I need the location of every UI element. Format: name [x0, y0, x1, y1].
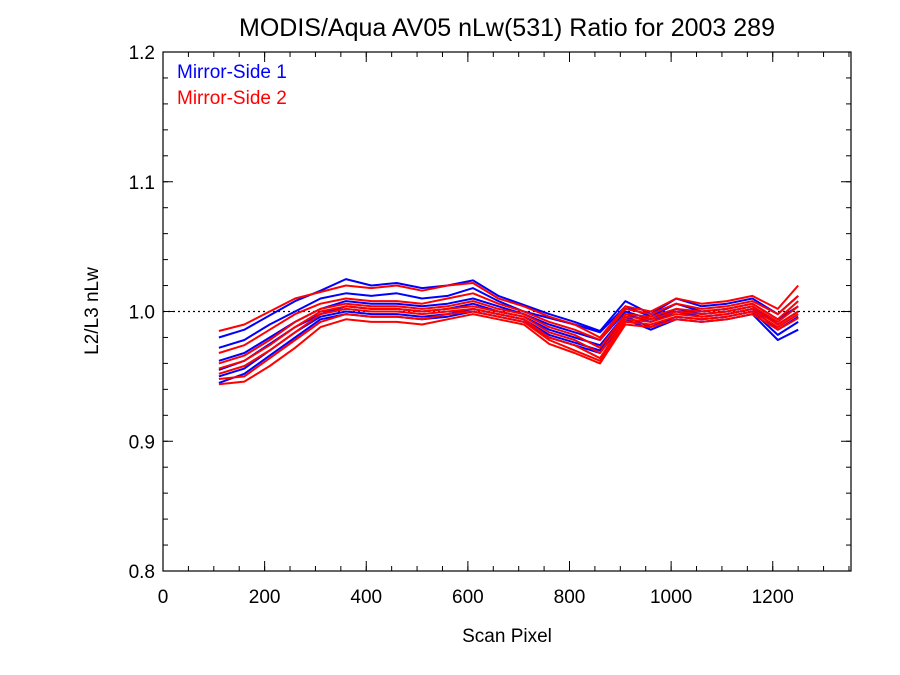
x-axis-label: Scan Pixel — [462, 626, 552, 647]
tick-labels: 0 200 400 600 800 1000 1200 0.8 0.9 1.0 1.1 1.2 — [129, 43, 794, 608]
x-tick-label: 1200 — [752, 587, 794, 608]
series-line-10 — [218, 305, 799, 370]
y-axis-label: L2/L3 nLw — [82, 267, 103, 355]
y-tick-label: 1.2 — [129, 43, 155, 64]
x-tick-label: 600 — [452, 587, 484, 608]
y-tick-label: 1.0 — [129, 303, 155, 324]
series-lines — [218, 278, 799, 386]
chart-title: MODIS/Aqua AV05 nLw(531) Ratio for 2003 … — [239, 14, 775, 42]
series-line-13 — [218, 313, 799, 386]
series-line-11 — [218, 307, 799, 375]
series-line-9 — [218, 300, 799, 365]
legend-entry-2: Mirror-Side 2 — [177, 88, 287, 109]
x-tick-label: 0 — [158, 587, 169, 608]
x-tick-label: 400 — [350, 587, 382, 608]
x-tick-label: 200 — [249, 587, 281, 608]
legend: Mirror-Side 1 Mirror-Side 2 — [177, 62, 287, 109]
x-tick-label: 800 — [554, 587, 586, 608]
series-line-7 — [218, 282, 799, 339]
x-tick-label: 1000 — [650, 587, 692, 608]
y-tick-label: 1.1 — [129, 173, 155, 194]
legend-entry-1: Mirror-Side 1 — [177, 62, 287, 83]
series-line-12 — [218, 310, 799, 380]
y-tick-label: 0.9 — [129, 432, 155, 453]
y-tick-label: 0.8 — [129, 562, 155, 583]
axis-ticks — [162, 51, 851, 572]
series-line-8 — [218, 292, 799, 354]
